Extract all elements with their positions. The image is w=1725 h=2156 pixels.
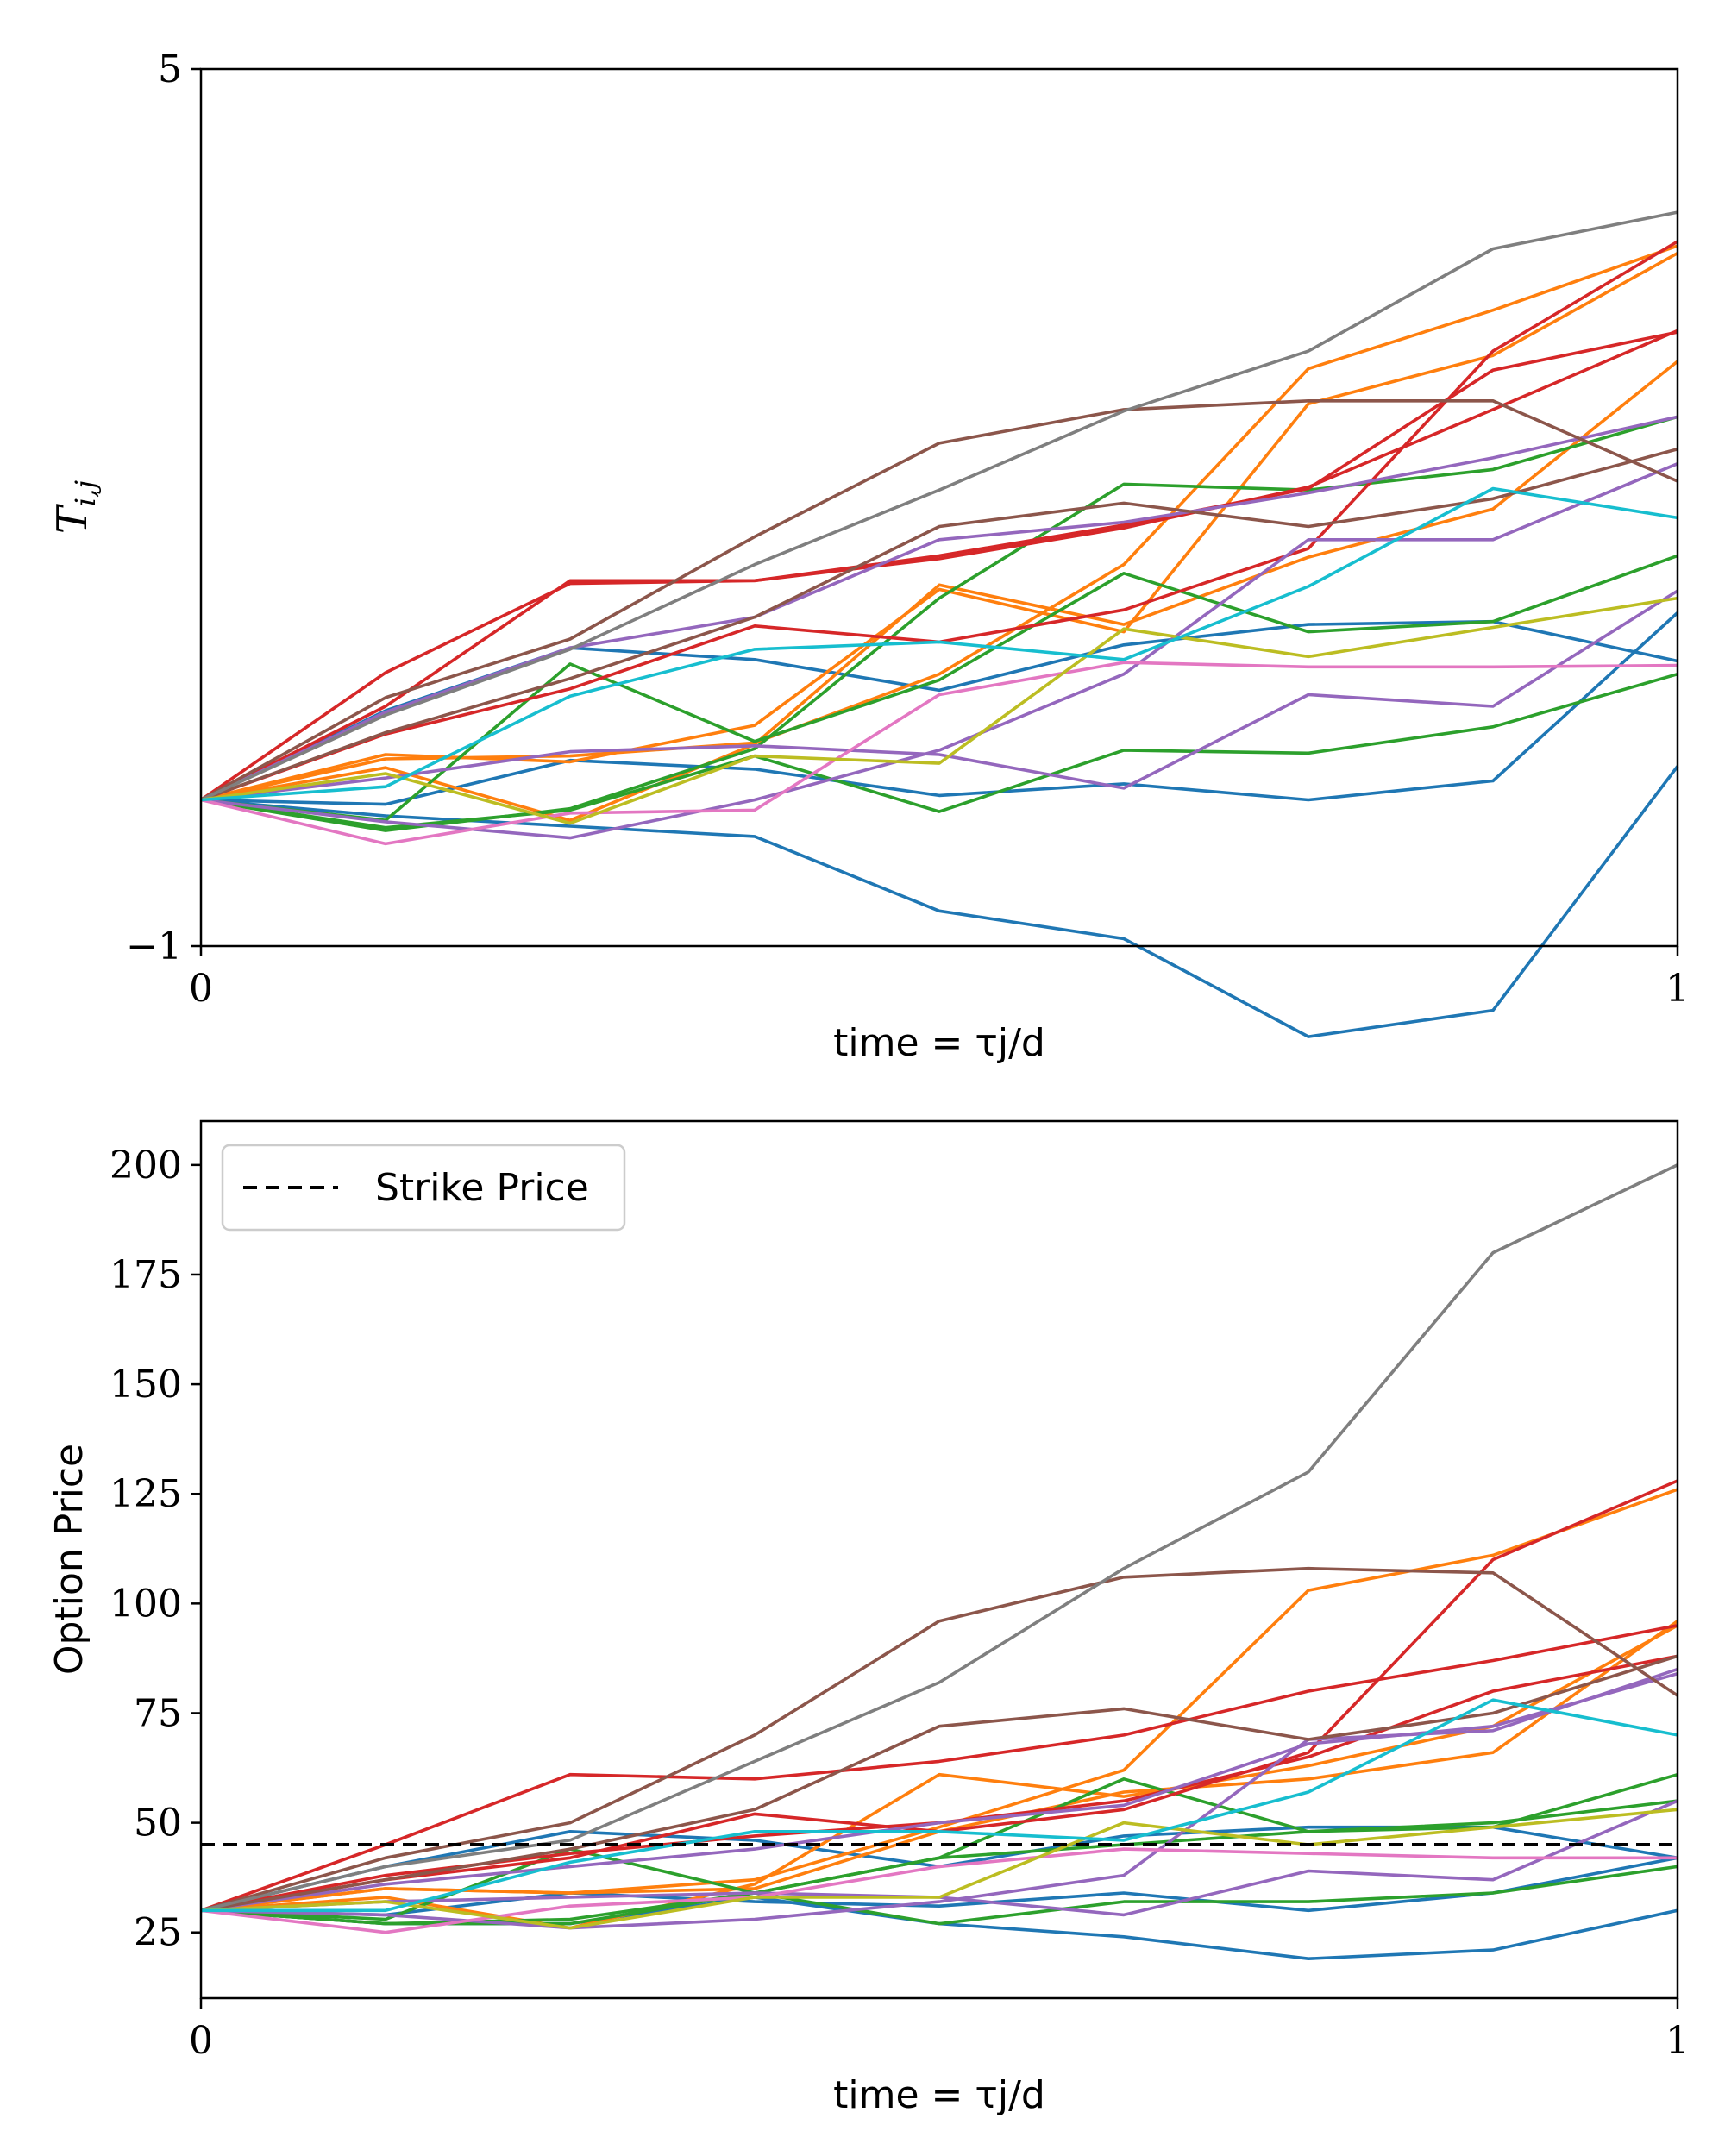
series-line-2 <box>200 765 1679 1038</box>
y-tick-label-4: 125 <box>110 1472 182 1516</box>
y-tick-label-1: 50 <box>134 1802 182 1846</box>
series-line-16 <box>200 447 1678 802</box>
top-y-axis-label: Ti,j <box>48 480 102 534</box>
y-tick-label-5: 150 <box>110 1363 182 1407</box>
bottom-y-axis-label: Option Price <box>47 1444 91 1675</box>
y-tick-label-2: 75 <box>134 1691 182 1735</box>
x-tick-label-0: 0 <box>189 967 213 1011</box>
series-line-15 <box>200 398 1678 802</box>
x-tick-label-0: 0 <box>189 2019 213 2063</box>
series-line-14 <box>200 415 1678 802</box>
y-tick-label-0: −1 <box>126 924 182 968</box>
bottom-plot-frame <box>199 1119 1679 2000</box>
series-line-13 <box>200 589 1678 802</box>
x-tick-label-1: 1 <box>1665 2019 1690 2063</box>
series-line-9 <box>199 329 1678 801</box>
top-series-group <box>199 210 1679 1038</box>
series-line-11 <box>200 330 1678 802</box>
legend-box <box>221 1144 626 1232</box>
series-line-18 <box>200 1163 1678 1913</box>
legend-strike-label: Strike Price <box>375 1166 589 1210</box>
series-line-8 <box>200 415 1678 832</box>
bottom-y-label-text: Option Price <box>47 1444 91 1675</box>
y-tick-label-6: 175 <box>110 1253 182 1297</box>
y-tick-label-7: 200 <box>110 1144 182 1188</box>
series-line-19 <box>200 596 1678 825</box>
y-tick-label-3: 100 <box>110 1582 182 1626</box>
series-line-9 <box>200 1624 1678 1912</box>
y-tick-label-1: 5 <box>158 47 182 91</box>
x-tick-label-1: 1 <box>1665 967 1690 1011</box>
y-tick-label-0: 25 <box>134 1911 182 1955</box>
series-line-17 <box>200 661 1678 846</box>
series-line-4 <box>200 360 1679 823</box>
bottom-series-group <box>200 1163 1679 1960</box>
series-line-4 <box>200 1624 1678 1930</box>
top-plot-frame <box>199 67 1679 948</box>
series-line-16 <box>200 1654 1678 1913</box>
top-y-label-main: T <box>48 504 97 534</box>
series-line-20 <box>200 486 1678 802</box>
series-line-18 <box>200 210 1678 802</box>
series-line-15 <box>200 1566 1678 1913</box>
series-line-19 <box>200 1808 1678 1930</box>
series-line-20 <box>201 1698 1678 1913</box>
top-x-label-text: time = τj/d <box>833 1021 1045 1065</box>
top-ticks: 0 1 −1 5 <box>126 47 1690 1011</box>
bottom-x-label-text: time = τj/d <box>833 2073 1045 2117</box>
top-panel: 0 1 −1 5 time = τj/d Ti,j <box>48 47 1690 1065</box>
top-x-axis-label: time = τj/d <box>833 1021 1045 1065</box>
series-line-17 <box>200 1847 1678 1934</box>
legend: Strike Price <box>221 1144 626 1232</box>
bottom-x-axis-label: time = τj/d <box>833 2073 1045 2117</box>
top-y-label-sub: i,j <box>69 480 102 506</box>
series-line-12 <box>200 462 1678 840</box>
